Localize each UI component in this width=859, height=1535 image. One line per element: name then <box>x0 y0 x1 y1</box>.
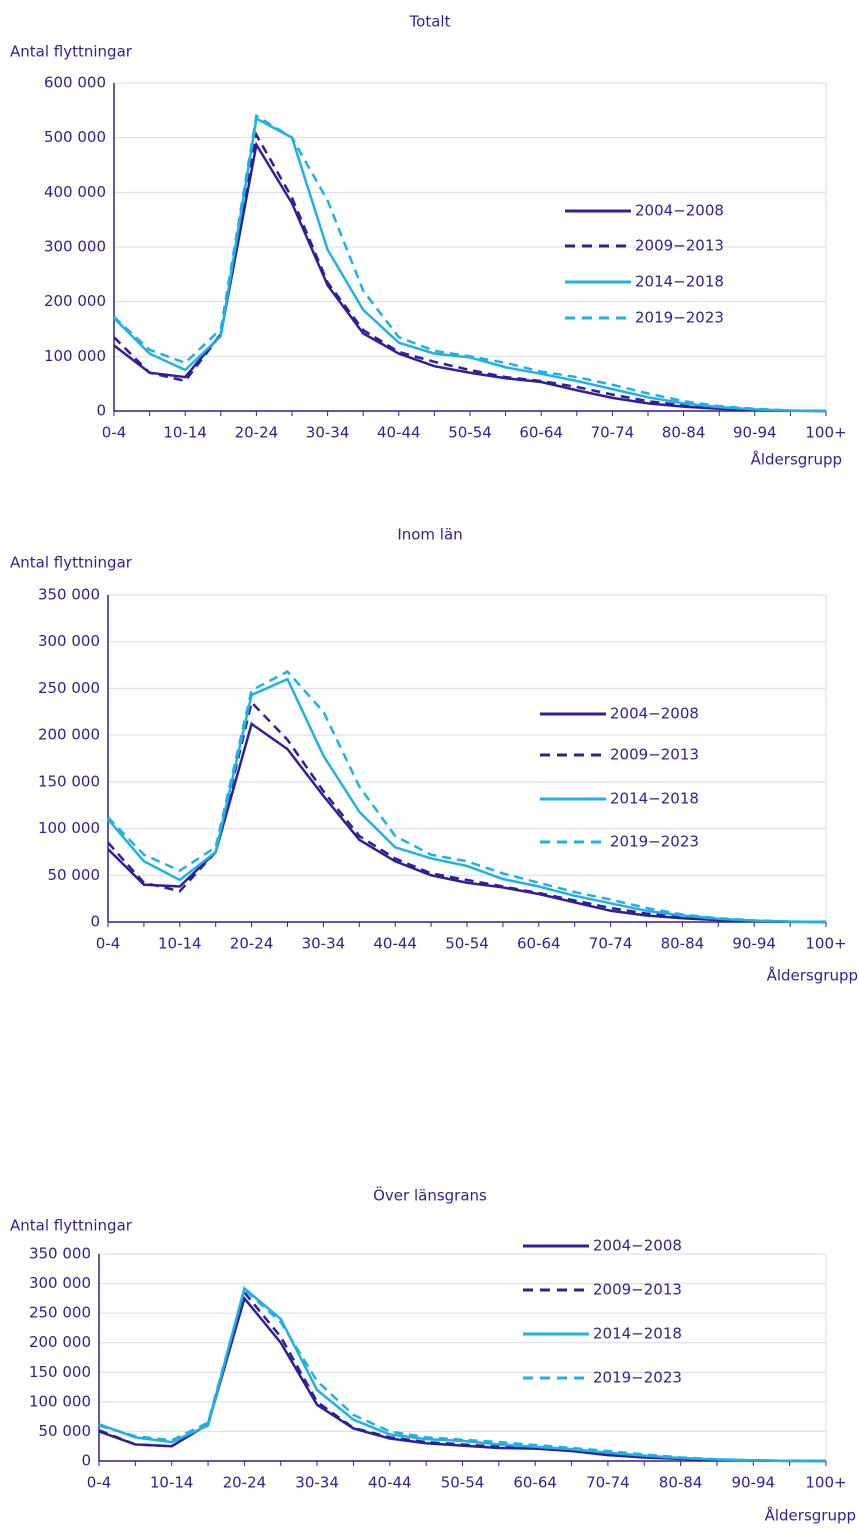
legend-label: 2019−2023 <box>635 309 724 327</box>
x-tick-label: 60-64 <box>513 1474 557 1492</box>
y-tick-label: 600 000 <box>44 74 106 92</box>
y-tick-label: 50 000 <box>48 866 101 884</box>
x-tick-label: 10-14 <box>158 935 202 953</box>
x-tick-label: 20-24 <box>230 935 274 953</box>
line-series <box>113 113 827 413</box>
legend-label: 2019−2023 <box>610 833 699 851</box>
y-tick-label: 250 000 <box>38 679 100 697</box>
y-axis-label: Antal flyttningar <box>10 43 133 61</box>
y-tick-label: 200 000 <box>38 726 100 744</box>
line-series <box>107 670 827 924</box>
x-tick-label: 70-74 <box>589 935 633 953</box>
x-tick-label: 100+ <box>805 935 846 953</box>
y-axis-label: Antal flyttningar <box>10 554 133 572</box>
y-tick-label: 300 000 <box>38 632 100 650</box>
x-tick-label: 90-94 <box>732 935 776 953</box>
x-tick-label: 80-84 <box>659 1474 703 1492</box>
x-tick-label: 50-54 <box>445 935 489 953</box>
x-tick-label: 40-44 <box>377 424 421 442</box>
legend-label: 2014−2018 <box>593 1325 682 1343</box>
y-tick-label: 0 <box>81 1452 91 1470</box>
line-series <box>98 1286 827 1463</box>
x-tick-label: 60-64 <box>517 935 561 953</box>
x-tick-label: 20-24 <box>235 424 279 442</box>
y-tick-label: 200 000 <box>44 292 106 310</box>
x-tick-label: 80-84 <box>661 935 705 953</box>
x-tick-label: 30-34 <box>306 424 350 442</box>
y-tick-label: 250 000 <box>29 1304 91 1322</box>
x-tick-label: 20-24 <box>223 1474 267 1492</box>
x-tick-label: 100+ <box>805 1474 846 1492</box>
x-tick-label: 60-64 <box>519 424 563 442</box>
chart-title: Inom län <box>397 526 462 544</box>
x-tick-label: 50-54 <box>448 424 492 442</box>
x-tick-label: 0-4 <box>96 935 121 953</box>
x-tick-label: 10-14 <box>163 424 207 442</box>
y-tick-label: 100 000 <box>29 1392 91 1410</box>
x-tick-label: 100+ <box>805 424 846 442</box>
chart-title: Totalt <box>409 13 451 31</box>
y-tick-label: 500 000 <box>44 128 106 146</box>
x-tick-label: 30-34 <box>302 935 346 953</box>
legend-label: 2014−2018 <box>635 273 724 291</box>
y-tick-label: 350 000 <box>38 586 100 604</box>
x-tick-label: 90-94 <box>732 1474 776 1492</box>
y-tick-label: 150 000 <box>38 772 100 790</box>
x-tick-label: 0-4 <box>87 1474 112 1492</box>
y-tick-label: 300 000 <box>44 238 106 256</box>
x-tick-label: 90-94 <box>733 424 777 442</box>
legend-label: 2004−2008 <box>635 202 724 220</box>
x-axis-label: Åldersgrupp <box>751 450 842 469</box>
line-series <box>107 677 827 924</box>
legend-label: 2004−2008 <box>610 705 699 723</box>
y-axis-label: Antal flyttningar <box>10 1217 133 1235</box>
line-series <box>113 116 827 413</box>
x-tick-label: 0-4 <box>102 424 127 442</box>
legend-label: 2009−2013 <box>610 746 699 764</box>
legend-label: 2009−2013 <box>593 1281 682 1299</box>
line-series <box>107 721 827 924</box>
y-tick-label: 50 000 <box>39 1422 92 1440</box>
x-tick-label: 70-74 <box>586 1474 630 1492</box>
y-tick-label: 100 000 <box>38 819 100 837</box>
y-tick-label: 150 000 <box>29 1363 91 1381</box>
line-series <box>98 1287 827 1463</box>
y-tick-label: 0 <box>90 913 100 931</box>
y-tick-label: 200 000 <box>29 1333 91 1351</box>
x-tick-label: 40-44 <box>368 1474 412 1492</box>
legend-label: 2009−2013 <box>635 237 724 255</box>
line-series <box>98 1295 827 1463</box>
line-series <box>98 1289 827 1463</box>
y-tick-label: 0 <box>96 402 106 420</box>
x-tick-label: 80-84 <box>662 424 706 442</box>
x-tick-label: 40-44 <box>373 935 417 953</box>
y-tick-label: 100 000 <box>44 347 106 365</box>
x-tick-label: 10-14 <box>150 1474 194 1492</box>
x-tick-label: 70-74 <box>591 424 635 442</box>
x-tick-label: 50-54 <box>441 1474 485 1492</box>
x-axis-label: Åldersgrupp <box>765 1506 856 1525</box>
legend-label: 2004−2008 <box>593 1237 682 1255</box>
legend-label: 2014−2018 <box>610 790 699 808</box>
x-tick-label: 30-34 <box>295 1474 339 1492</box>
y-tick-label: 300 000 <box>29 1274 91 1292</box>
y-tick-label: 400 000 <box>44 183 106 201</box>
x-axis-label: Åldersgrupp <box>767 966 858 985</box>
legend-label: 2019−2023 <box>593 1369 682 1387</box>
chart-title: Över länsgrans <box>373 1186 487 1205</box>
y-tick-label: 350 000 <box>29 1245 91 1263</box>
